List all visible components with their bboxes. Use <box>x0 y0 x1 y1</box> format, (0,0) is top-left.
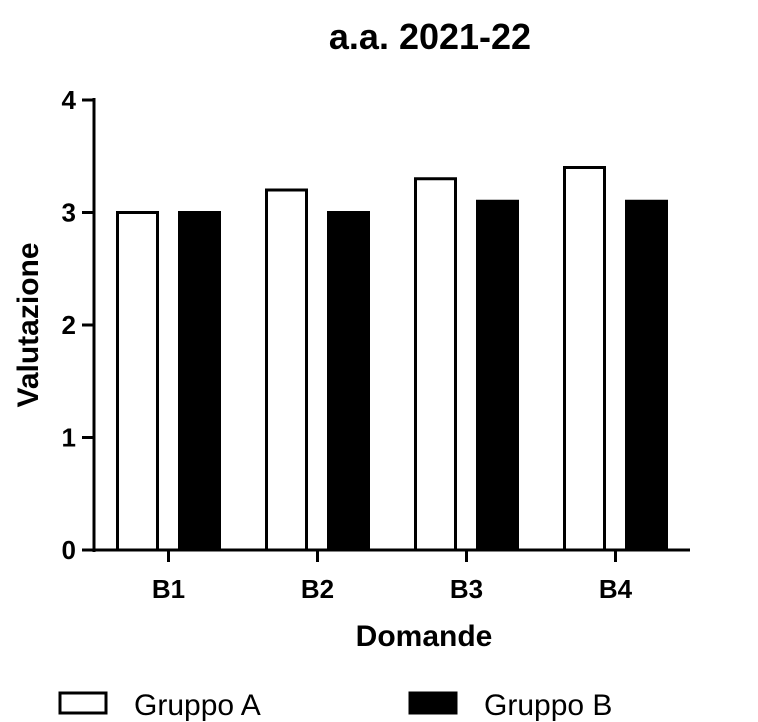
y-tick-label: 2 <box>62 310 76 340</box>
bar <box>265 188 308 552</box>
legend-swatch <box>408 691 458 715</box>
y-tick-label: 1 <box>62 423 76 453</box>
bar <box>414 177 457 552</box>
bar <box>625 199 668 552</box>
x-tick-label: B3 <box>450 574 483 604</box>
legend-swatch <box>58 691 108 715</box>
bars <box>116 166 668 552</box>
bar <box>563 166 606 552</box>
y-tick-label: 4 <box>62 85 77 115</box>
bar <box>116 211 159 552</box>
x-tick-label: B2 <box>301 574 334 604</box>
chart-title: a.a. 2021-22 <box>329 16 531 57</box>
y-tick-label: 0 <box>62 535 76 565</box>
legend: Gruppo A Gruppo B <box>58 689 612 722</box>
bar <box>327 211 370 552</box>
bar <box>178 211 221 552</box>
bar <box>476 199 519 552</box>
y-tick-label: 3 <box>62 198 76 228</box>
x-axis-label: Domande <box>356 620 493 653</box>
x-tick-label: B1 <box>152 574 185 604</box>
x-tick-label: B4 <box>599 574 633 604</box>
legend-label: Gruppo A <box>134 689 261 722</box>
y-axis-label: Valutazione <box>12 242 45 407</box>
legend-label: Gruppo B <box>484 689 612 722</box>
